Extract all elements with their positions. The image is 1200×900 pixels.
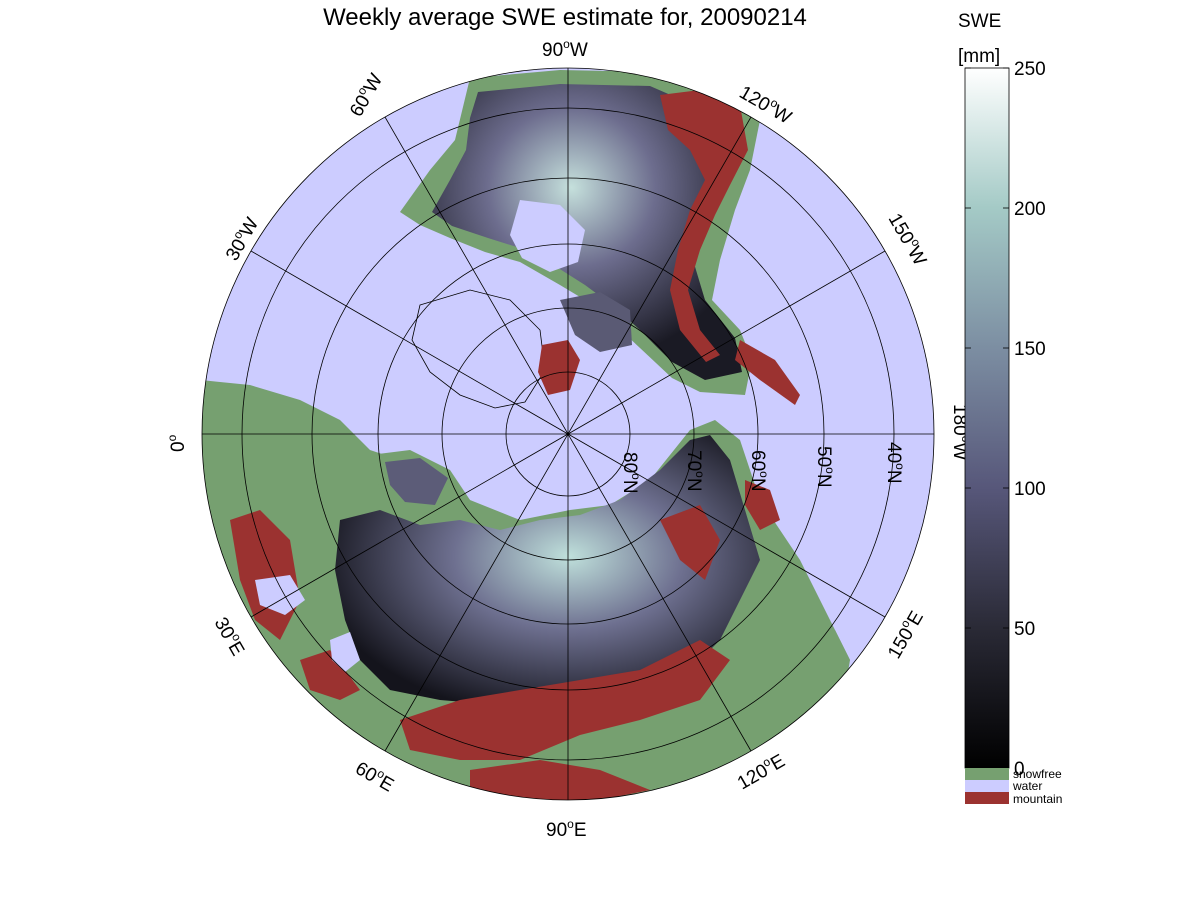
meridian-150w-30e [250,250,886,618]
mountain-alaska [735,340,800,405]
lon-label-150e: 150oE [882,606,928,662]
lat-label-50n: 50oN [813,446,837,488]
mountain-caucasus [300,650,360,700]
colorbar-title-units: [mm] [958,46,1000,67]
lat-label-60n: 60oN [747,450,771,492]
colorbar-gradient [964,67,1010,769]
legend-water-swatch [965,780,1009,792]
colorbar-tick-label: 0 [1014,759,1025,780]
north-america-snow-area [432,84,742,380]
caspian-sea [330,632,360,672]
colorbar-tick-label: 100 [1014,479,1046,500]
colorbar-ticks: 0 50 100 150 200 250 [965,59,1046,780]
colorbar-title-swe: SWE [958,11,1001,32]
hudson-bay [510,200,585,272]
arctic-islands-mountain [538,340,580,395]
mountain-himalaya-belt [400,640,730,760]
legend-water-label: water [1012,779,1042,793]
black-sea [255,575,305,615]
greenland [411,289,546,409]
land-masses [202,70,850,800]
latitude-labels: 80oN 70oN 60oN 50oN 40oN [619,442,907,494]
lon-label-30e: 30oE [210,613,251,660]
arctic-archipelago [560,292,632,352]
mountain-tibet [470,760,650,800]
lat-label-70n: 70oN [683,450,707,492]
scandinavia-snow [385,458,448,505]
lon-label-60e: 60oE [352,756,399,797]
lat-label-40n: 40oN [883,442,907,484]
lon-label-60w: 60oW [344,69,388,121]
colorbar-tick-label: 250 [1014,59,1046,80]
lon-label-0: 0o [165,434,189,452]
map-title: Weekly average SWE estimate for, 2009021… [323,4,807,31]
lon-label-90e: 90oE [546,817,587,841]
lat-label-80n: 80oN [619,452,643,494]
japan [815,620,850,680]
legend-mountain-swatch [965,792,1009,804]
mountain-east-siberia [660,505,720,580]
mountain-rockies [660,90,748,362]
meridian-lines [202,68,934,800]
legend-snowfree-label: snowfree [1013,767,1062,781]
colorbar-tick-label: 200 [1014,199,1046,220]
colorbar-tick-label: 50 [1014,619,1035,640]
longitude-labels: 90oW 90oE 60oW 120oW 30oW 150oW 0o 180oW… [165,37,973,841]
colorbar-tick-label: 150 [1014,339,1046,360]
legend-mountain-label: mountain [1013,792,1062,806]
lon-label-150w: 150oW [884,209,933,270]
eurasia-snow-area [335,435,760,705]
legend-snowfree-swatch [965,768,1009,780]
lon-label-90w: 90oW [542,37,588,61]
mountain-far-east [745,480,780,530]
